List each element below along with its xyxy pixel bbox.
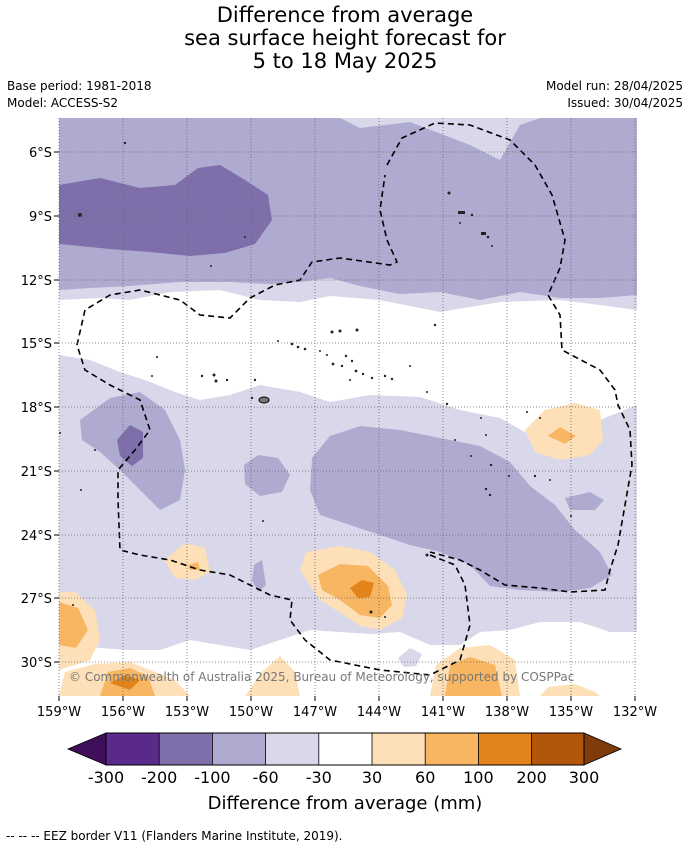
lon-label: 141°W [421,705,465,720]
lon-label: 132°W [613,705,657,720]
colorbar-label: Difference from average (mm) [208,793,483,814]
lat-label: 6°S [29,146,52,161]
colorbar-segment [372,733,426,765]
anomaly-neutral-patch-inner [398,648,422,667]
lat-label: 27°S [21,592,52,607]
anomaly-light-orange-south-4 [540,684,600,696]
colorbar-tick: 200 [516,768,547,787]
map-title: Difference from average sea surface heig… [0,4,690,73]
colorbar-segment [478,733,532,765]
issued-date: Issued: 30/04/2025 [567,96,683,110]
anomaly-medium-purple-small [565,492,604,510]
colorbar-frame [105,732,585,766]
anomaly-light-orange-east [525,403,603,460]
lat-label: 30°S [21,656,52,671]
colorbar-tick: -100 [194,768,230,787]
colorbar-segment [425,733,479,765]
anomaly-dark-purple [59,165,272,256]
anomaly-orange-east [548,427,576,444]
map-ticks [54,151,636,701]
map-area: 6°S 9°S 12°S 15°S 18°S 21°S 24°S 27°S 30… [21,118,657,720]
anomaly-neutral-patch [392,643,428,672]
lat-label: 24°S [21,529,52,544]
anomaly-light-orange-southwest [59,592,100,670]
copyright-text: © Commonwealth of Australia 2025, Bureau… [69,670,574,684]
anomaly-orange-central [318,564,392,618]
anomaly-medium-purple-south [310,426,612,592]
colorbar-tick: 30 [362,768,382,787]
model-run: Model run: 28/04/2025 [545,79,683,93]
lon-label: 135°W [549,705,593,720]
anomaly-light-purple-south [59,355,637,650]
eez-footnote: -- -- -- EEZ border V11 (Flanders Marine… [6,829,343,843]
colorbar-segment [159,733,213,765]
anomaly-dark-purple-small [117,425,143,466]
anomaly-light-orange-central [300,546,407,630]
eez-border-north [386,122,633,593]
anomaly-dark-orange-central [350,580,374,598]
anomaly-medium-purple-patch [244,455,290,496]
meta-right: Model run: 28/04/2025 Issued: 30/04/2025 [546,78,683,112]
latitude-labels: 6°S 9°S 12°S 15°S 18°S 21°S 24°S 27°S 30… [21,146,52,671]
anomaly-light-orange-west [164,543,210,580]
anomaly-orange-west-small [188,562,200,570]
meta-left: Base period: 1981-2018 Model: ACCESS-S2 [7,78,152,112]
colorbar-tick: -300 [88,768,124,787]
colorbar-segment [265,733,319,765]
anomaly-light-purple-north [59,118,637,312]
lon-label: 150°W [229,705,273,720]
islands [59,141,572,618]
colorbar-tick-labels: -300 -200 -100 -60 -30 30 60 100 200 300 [88,768,599,787]
anomaly-medium-purple-north [59,118,637,300]
lat-label: 21°S [21,465,52,480]
model-name: Model: ACCESS-S2 [7,96,119,110]
anomaly-light-orange-south [59,662,190,696]
lon-label: 153°W [165,705,209,720]
colorbar-segment [106,733,160,765]
anomaly-light-orange-south-3 [430,645,520,696]
colorbar-dividers [158,733,532,765]
anomaly-dark-orange-south [110,675,140,690]
colorbar-segment [212,733,266,765]
colorbar-underflow-triangle [66,732,107,766]
lon-label: 159°W [37,705,81,720]
lon-label: 138°W [485,705,529,720]
title-line-3: 5 to 18 May 2025 [252,49,438,73]
lon-label: 144°W [357,705,401,720]
lon-label: 147°W [293,705,337,720]
anomaly-orange-south-3 [445,657,502,696]
map-gridlines [58,118,637,696]
anomaly-medium-purple-west [80,392,185,510]
anomaly-medium-purple-tiny [252,560,266,592]
lat-label: 12°S [21,274,52,289]
base-period: Base period: 1981-2018 [7,79,152,93]
longitude-labels: 159°W 156°W 153°W 150°W 147°W 144°W 141°… [37,705,657,720]
colorbar-segment [531,733,584,765]
title-line-1: Difference from average [216,3,474,27]
anomaly-orange-southwest [59,602,88,648]
colorbar-tick: 100 [463,768,494,787]
lat-label: 15°S [21,337,52,352]
title-line-2: sea surface height forecast for [184,26,506,50]
colorbar-segment [318,733,372,765]
colorbar-tick: 60 [415,768,435,787]
anomaly-fields [59,118,637,696]
colorbar-overflow-triangle [583,732,623,766]
anomaly-light-orange-south-2 [245,656,300,696]
lat-label: 18°S [21,401,52,416]
colorbar: -300 -200 -100 -60 -30 30 60 100 200 300… [66,732,623,814]
eez-border-south [76,174,471,676]
lat-label: 9°S [29,210,52,225]
colorbar-tick: 300 [569,768,600,787]
colorbar-tick: -200 [141,768,177,787]
lon-label: 156°W [101,705,145,720]
colorbar-tick: -60 [253,768,279,787]
anomaly-orange-south [100,668,155,696]
colorbar-tick: -30 [306,768,332,787]
